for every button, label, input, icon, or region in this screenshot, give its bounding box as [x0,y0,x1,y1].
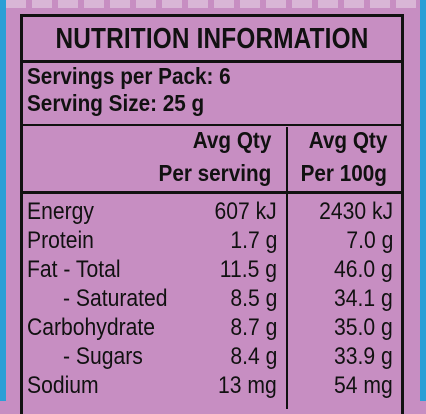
per-serving-value: 8.5 g [230,285,277,312]
per-100g-value: 54 mg [334,372,393,399]
per-100g-header-line1: Avg Qty [308,127,387,153]
right-edge-strip [420,0,426,401]
header-rule [23,191,401,194]
nutrition-panel: NUTRITION INFORMATION Servings per Pack:… [20,14,404,414]
title-rule [23,60,401,63]
per-100g-value: 7.0 g [346,227,393,254]
per-serving-header-line1: Avg Qty [192,127,271,153]
per-100g-header-line2: Per 100g [300,160,387,186]
left-edge-strip [0,0,6,401]
per-serving-header-line2: Per serving [158,160,271,186]
column-divider [286,127,288,409]
nutrient-label: Carbohydrate [27,314,155,341]
nutrient-label: Protein [27,227,94,254]
per-100g-value: 33.9 g [334,343,393,370]
per-serving-value: 8.7 g [230,314,277,341]
table-row: Carbohydrate 8.7 g 35.0 g [23,314,407,343]
nutrient-label: Sodium [27,372,99,399]
per-serving-value: 1.7 g [230,227,277,254]
nutrient-label: Energy [27,198,94,225]
top-edge-strip [6,0,420,8]
table-row: - Sugars 8.4 g 33.9 g [23,343,407,372]
panel-title: NUTRITION INFORMATION [55,23,369,55]
table-row: Energy 607 kJ 2430 kJ [23,198,407,227]
table-row: Fat - Total 11.5 g 46.0 g [23,256,407,285]
per-100g-value: 35.0 g [334,314,393,341]
table-row: Sodium 13 mg 54 mg [23,372,407,401]
per-100g-value: 2430 kJ [319,198,393,225]
per-serving-value: 8.4 g [230,343,277,370]
info-rule [23,124,401,126]
nutrient-label: - Sugars [63,343,143,370]
nutrient-label: - Saturated [63,285,168,312]
nutrient-label: Fat - Total [27,256,121,283]
table-row: Protein 1.7 g 7.0 g [23,227,407,256]
servings-per-pack: Servings per Pack: 6 [27,63,231,89]
per-serving-value: 607 kJ [214,198,277,225]
per-serving-value: 13 mg [218,372,277,399]
per-100g-value: 34.1 g [334,285,393,312]
per-serving-value: 11.5 g [219,256,277,283]
per-100g-value: 46.0 g [334,256,393,283]
serving-size: Serving Size: 25 g [27,90,205,116]
table-row: - Saturated 8.5 g 34.1 g [23,285,407,314]
